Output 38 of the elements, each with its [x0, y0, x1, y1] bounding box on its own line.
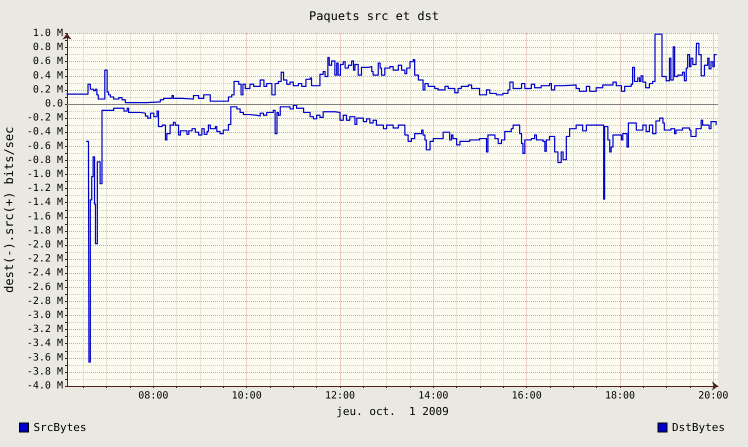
x-tick-label: 08:00	[138, 390, 168, 402]
legend-label: SrcBytes	[34, 421, 86, 434]
y-tick-label: -4.0 M	[26, 380, 63, 392]
y-tick-label: -2.8 M	[26, 296, 63, 307]
y-tick-label: -3.2 M	[26, 324, 63, 336]
y-tick-label: 0.6 M	[32, 56, 63, 68]
y-tick-label: -0.4 M	[26, 126, 63, 138]
y-tick-label: -3.8 M	[26, 366, 63, 378]
y-tick-label: -2.0 M	[26, 240, 63, 250]
x-axis-title: jeu. oct. 1 2009	[336, 405, 449, 418]
y-tick-label: -2.2 M	[26, 254, 63, 265]
x-tick-label: 20:00	[698, 390, 728, 402]
y-tick-label: 0.8 M	[32, 42, 63, 54]
chart-title: Paquets src et dst	[308, 9, 440, 23]
y-tick-label: -0.8 M	[26, 154, 63, 166]
y-tick-label: 1.0 M	[32, 28, 63, 39]
y-tick-label: 0.0	[44, 98, 63, 110]
y-tick-label: -2.4 M	[26, 268, 63, 279]
y-tick-label: -1.2 M	[26, 183, 63, 194]
y-tick-label: -2.6 M	[26, 282, 63, 293]
y-tick-label: 0.2 M	[32, 84, 63, 96]
y-tick-label: -1.6 M	[26, 211, 63, 222]
y-tick-label: -0.6 M	[26, 140, 63, 152]
y-tick-label: -1.4 M	[26, 197, 63, 208]
x-tick-label: 10:00	[232, 390, 262, 402]
x-tick-label: 14:00	[418, 390, 448, 402]
y-tick-label: -1.8 M	[26, 225, 63, 236]
x-tick-label: 16:00	[512, 390, 542, 402]
x-tick-label: 18:00	[604, 390, 636, 402]
y-tick-label: 0.4 M	[32, 70, 63, 82]
x-tick-label: 12:00	[324, 390, 356, 402]
y-tick-label: -0.2 M	[26, 112, 63, 124]
y-tick-label: -1.0 M	[26, 169, 63, 180]
y-axis-title: dest(-).src(+) bits/sec	[2, 126, 16, 293]
y-tick-label: -3.0 M	[26, 310, 63, 321]
legend-label: DstBytes	[672, 421, 726, 434]
y-tick-label: -3.6 M	[26, 352, 63, 364]
y-tick-label: -3.4 M	[26, 338, 63, 350]
